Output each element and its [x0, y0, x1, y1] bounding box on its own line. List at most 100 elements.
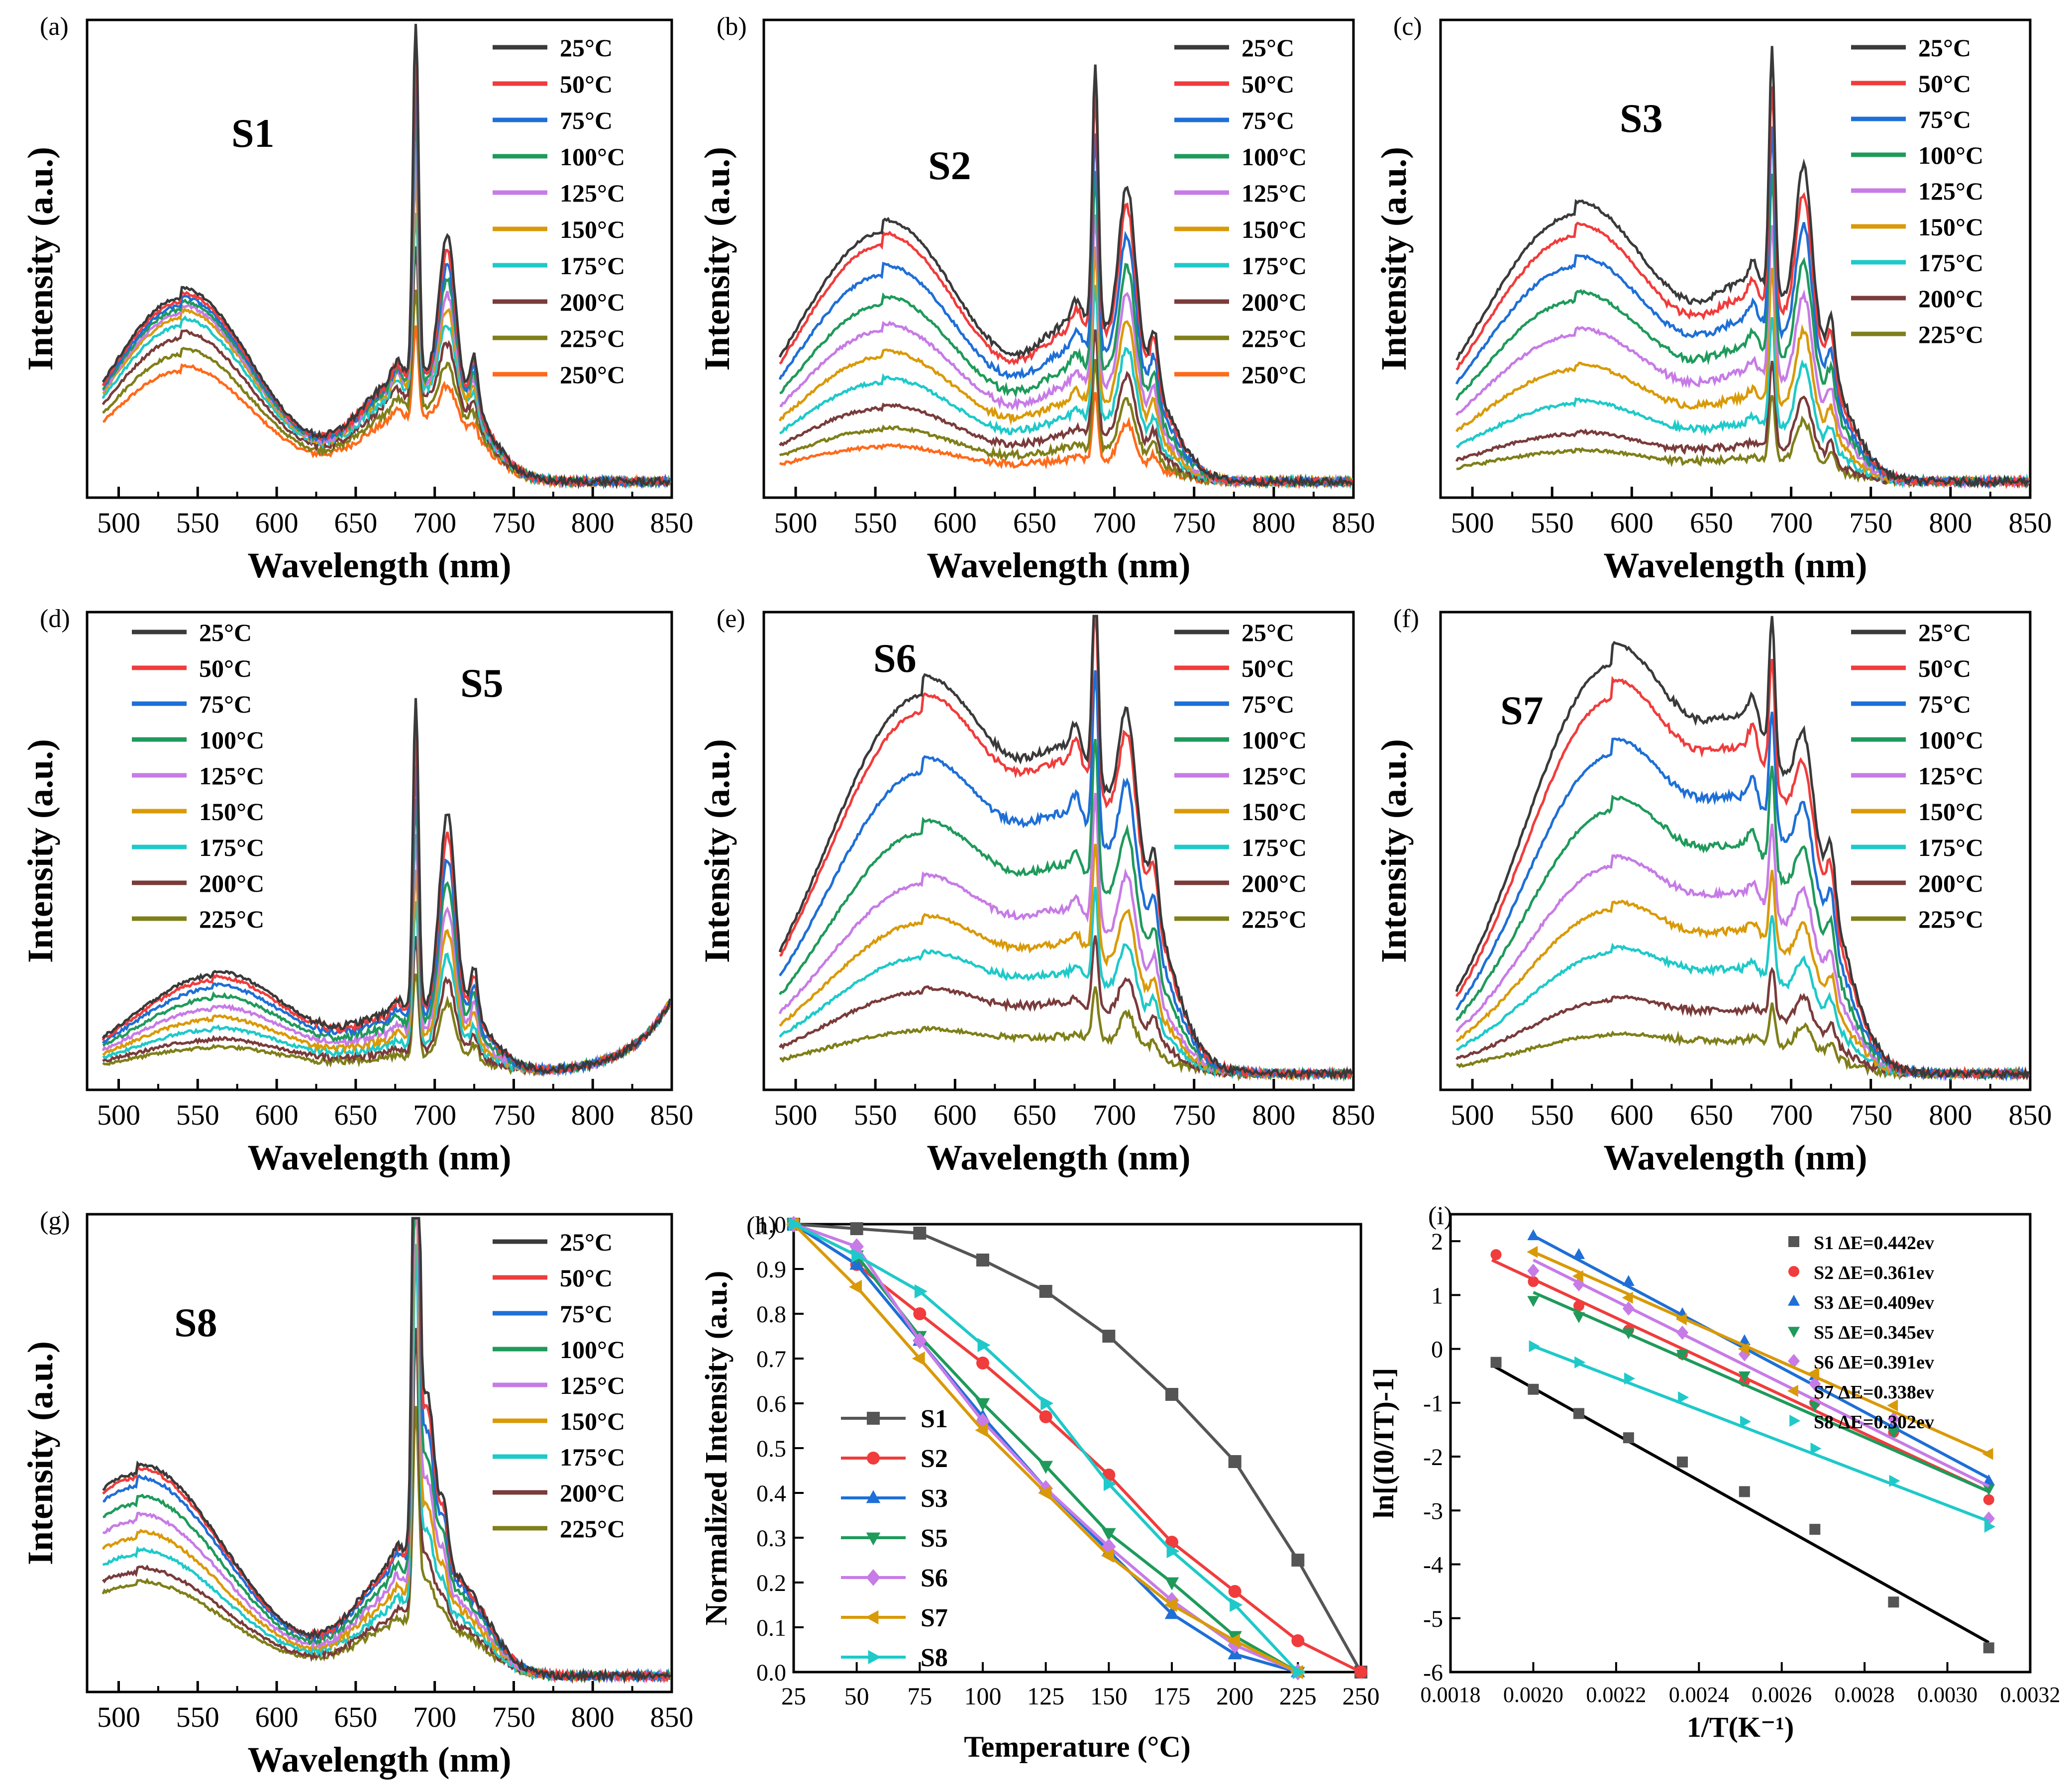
data-point-S7 — [1738, 1343, 1749, 1355]
legend-label: 50°C — [1918, 654, 1971, 682]
legend-label: S1 ΔE=0.442ev — [1814, 1233, 1934, 1254]
legend-label: S7 — [921, 1604, 948, 1632]
data-point-S8 — [1230, 1597, 1243, 1612]
data-point-S3 — [1572, 1248, 1585, 1259]
data-point-S5 — [1887, 1428, 1900, 1439]
legend-label: 100°C — [1918, 141, 1983, 169]
x-tick-label: 750 — [1849, 507, 1892, 539]
data-point-S3 — [1622, 1275, 1635, 1286]
x-tick-label: 150 — [1090, 1682, 1128, 1710]
x-axis-label: Wavelength (nm) — [927, 1138, 1191, 1177]
legend-label: 125°C — [1242, 179, 1307, 207]
data-point-S1 — [1039, 1285, 1052, 1298]
legend-marker — [868, 1650, 881, 1665]
x-tick-label: 500 — [97, 1099, 140, 1131]
spectrum-S6-50C — [779, 616, 1353, 1081]
data-point-S8 — [1529, 1340, 1540, 1353]
data-point-S1 — [1102, 1330, 1116, 1343]
spectrum-S7-25C — [1455, 616, 2030, 1080]
x-tick-label: 550 — [854, 1099, 897, 1131]
x-tick-label: 500 — [1451, 1099, 1494, 1131]
x-axis-label: Wavelength (nm) — [1604, 545, 1867, 585]
data-point-S5 — [1982, 1484, 1995, 1496]
data-point-S1 — [976, 1254, 989, 1266]
legend-label: 150°C — [1242, 215, 1307, 243]
x-tick-label: 75 — [907, 1682, 932, 1710]
data-point-S1 — [850, 1222, 863, 1235]
spectrum-S5-75C — [102, 764, 672, 1077]
x-tick-label: 800 — [1252, 1099, 1295, 1131]
x-tick-label: 750 — [492, 1701, 535, 1733]
y-tick-label: 0 — [1431, 1337, 1443, 1363]
legend-label: 200°C — [199, 869, 264, 897]
spectrum-S6-25C — [778, 615, 1353, 1081]
data-point-S2 — [1983, 1494, 1994, 1505]
panel-S1-spectra: 500 550 600 650 700 750 800 850 Wavelength (nm) I… — [20, 12, 694, 585]
x-tick-label: 750 — [1849, 1099, 1892, 1131]
legend-label: 175°C — [560, 252, 625, 280]
x-axis-label: Wavelength (nm) — [1604, 1138, 1867, 1177]
legend-marker — [866, 1490, 881, 1503]
data-point-S7 — [849, 1279, 862, 1294]
data-point-S7 — [912, 1351, 925, 1366]
legend-label: 75°C — [1918, 105, 1971, 133]
data-point-S5 — [1038, 1461, 1053, 1474]
data-point-S3 — [1738, 1334, 1751, 1346]
legend-label: 100°C — [560, 1336, 625, 1364]
y-axis-label: Normalized Intensity (a.u.) — [700, 1271, 733, 1626]
data-point-S5 — [1738, 1371, 1751, 1382]
x-axis-label: Temperature (°C) — [964, 1730, 1191, 1763]
legend-label: 75°C — [560, 1300, 613, 1328]
x-tick-label: 850 — [2009, 1099, 2052, 1131]
legend-label: 175°C — [199, 834, 264, 861]
legend-label: 50°C — [560, 70, 613, 98]
data-point-S1 — [1739, 1486, 1750, 1497]
legend-marker — [1788, 1236, 1799, 1247]
legend-label: 75°C — [1242, 690, 1294, 718]
y-axis-label: ln[(I0/IT)-1] — [1367, 1368, 1400, 1519]
y-tick-label: 0.3 — [756, 1525, 786, 1552]
legend-label: 200°C — [1918, 285, 1983, 313]
data-point-S2 — [1291, 1634, 1305, 1647]
panel-S2-frame — [762, 18, 1355, 499]
x-tick-label: 700 — [1769, 1099, 1813, 1131]
x-tick-label: 550 — [1531, 507, 1574, 539]
data-point-S8 — [1624, 1372, 1636, 1385]
panel-tag: (e) — [717, 605, 745, 633]
legend-marker — [866, 1532, 881, 1546]
data-point-S5 — [1676, 1350, 1689, 1361]
x-tick-label: 125 — [1027, 1682, 1064, 1710]
legend-label: 175°C — [1242, 834, 1307, 861]
legend-label: 200°C — [1242, 288, 1307, 316]
legend-label: 25°C — [1918, 619, 1971, 646]
y-tick-label: -5 — [1423, 1606, 1443, 1632]
spectrum-S2-250C — [779, 392, 1353, 489]
spectrum-S5-25C — [102, 698, 672, 1074]
legend-label: 225°C — [560, 324, 625, 352]
y-tick-label: 0.6 — [756, 1391, 786, 1417]
legend-label: 250°C — [560, 361, 625, 389]
x-axis-label: 1/T(K⁻¹) — [1687, 1711, 1794, 1743]
data-point-S7 — [1572, 1270, 1583, 1282]
data-point-S1 — [1291, 1554, 1305, 1567]
data-point-S7 — [1808, 1367, 1820, 1379]
legend-marker — [1787, 1327, 1800, 1338]
y-axis-label: Intensity (a.u.) — [697, 739, 737, 963]
legend-label: S3 — [921, 1484, 948, 1513]
legend-label: 150°C — [560, 215, 625, 243]
data-point-S8 — [1574, 1356, 1586, 1369]
x-tick-label: 850 — [1332, 1099, 1375, 1131]
panel-tag: (i) — [1428, 1202, 1452, 1230]
data-point-S6 — [1809, 1376, 1821, 1391]
y-tick-label: -4 — [1423, 1552, 1443, 1579]
legend-label: 50°C — [560, 1264, 613, 1292]
panel-S5-spectra: 500 550 600 650 700 750 800 850 Wavelength (nm) I… — [20, 605, 694, 1177]
legend-label: 125°C — [1918, 762, 1983, 790]
data-point-S7 — [1164, 1597, 1177, 1612]
spectrum-S3-100C — [1455, 174, 2030, 489]
x-tick-label: 800 — [1929, 1099, 1972, 1131]
panel-S3-spectra: 500 550 600 650 700 750 800 850 Wavelength (nm) I… — [1374, 12, 2052, 585]
spectrum-S2-25C — [778, 64, 1353, 488]
data-point-S2 — [913, 1307, 927, 1320]
x-tick-label: 0.0030 — [1917, 1683, 1977, 1707]
